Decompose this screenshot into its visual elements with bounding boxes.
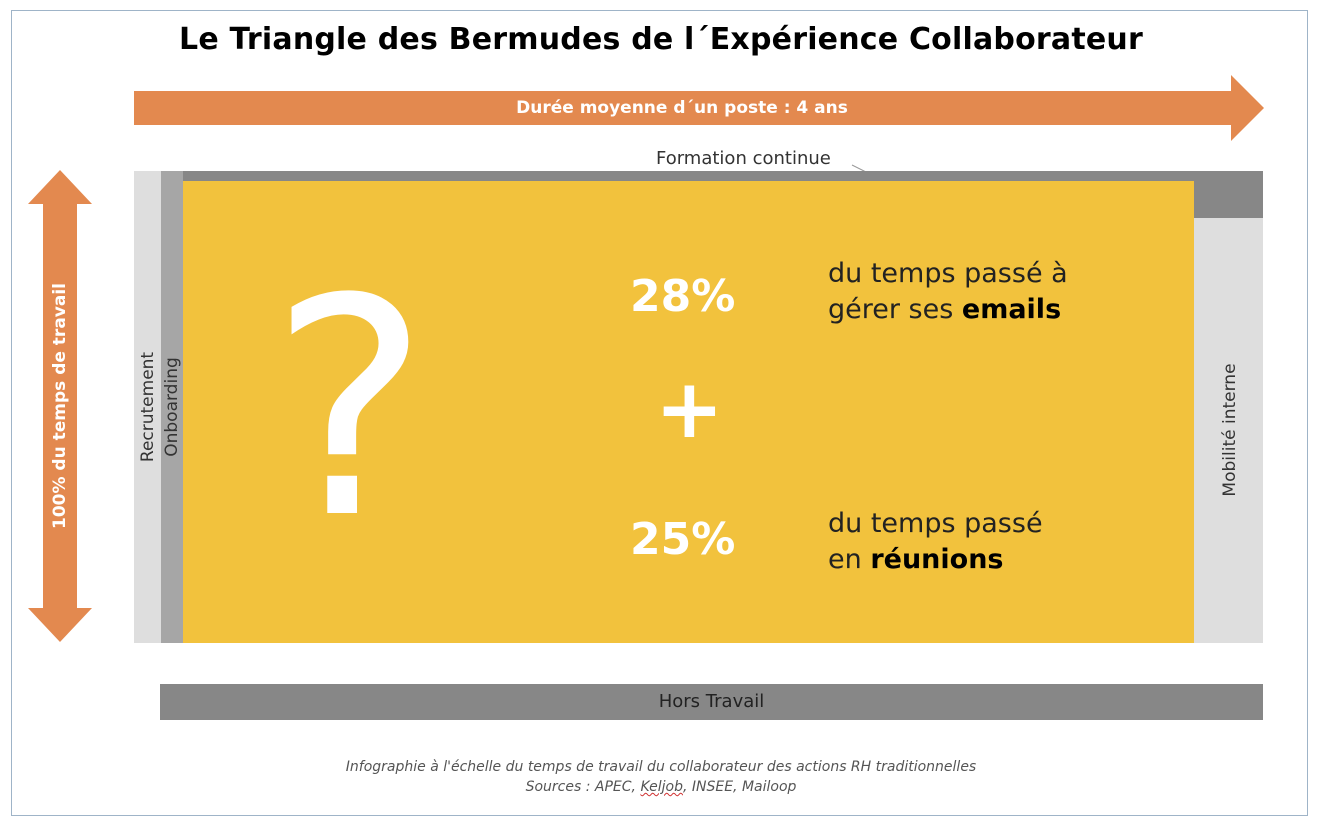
infographic-title: Le Triangle des Bermudes de l´Expérience… — [179, 22, 1143, 57]
formation-bar — [183, 171, 1263, 181]
stat-meetings-line1: du temps passé — [828, 508, 1043, 539]
mobilite-bar — [1194, 218, 1263, 643]
stat-emails-line2: gérer ses emails — [828, 292, 1068, 328]
stat-meetings-line2: en réunions — [828, 542, 1043, 578]
hors-travail-bar — [160, 684, 1263, 720]
recrutement-bar — [134, 171, 161, 643]
caption-sources: Sources : APEC, Keljob, INSEE, Mailoop — [0, 777, 1322, 797]
stat-emails-line2-prefix: gérer ses — [828, 294, 962, 325]
stat-meetings-line2-prefix: en — [828, 544, 871, 575]
recrutement-label: Recrutement — [138, 351, 158, 463]
caption-line: Infographie à l'échelle du temps de trav… — [345, 759, 977, 775]
horizontal-duration-arrow — [134, 75, 1264, 141]
stat-meetings-value: 25% — [630, 514, 736, 565]
duration-arrow-label: Durée moyenne d´un poste : 4 ans — [516, 98, 848, 118]
stat-emails-line1: du temps passé à — [828, 258, 1068, 289]
stat-meetings-keyword: réunions — [870, 544, 1004, 575]
sources-suffix: , INSEE, Mailoop — [682, 779, 797, 795]
mobilite-label: Mobilité interne — [1220, 363, 1240, 497]
stat-meetings-description: du temps passé en réunions — [828, 506, 1043, 578]
onboarding-bar — [161, 171, 183, 643]
sources-prefix: Sources : APEC, — [525, 779, 641, 795]
onboarding-label: Onboarding — [162, 357, 182, 457]
stat-emails-description: du temps passé à gérer ses emails — [828, 256, 1068, 328]
infographic-frame — [11, 10, 1308, 816]
plus-sign: + — [655, 362, 724, 457]
question-mark: ? — [270, 235, 430, 584]
stat-emails-keyword: emails — [961, 294, 1062, 325]
stat-emails-value: 28% — [630, 271, 736, 322]
caption: Infographie à l'échelle du temps de trav… — [0, 757, 1322, 797]
hors-travail-label: Hors Travail — [658, 691, 765, 712]
formation-label: Formation continue — [656, 148, 831, 169]
mobilite-top-block — [1194, 181, 1263, 218]
worktime-arrow-label: 100% du temps de travail — [50, 283, 70, 530]
vertical-worktime-arrow — [28, 170, 92, 642]
sources-keljob: Keljob — [640, 779, 683, 795]
work-time-area — [183, 181, 1194, 643]
